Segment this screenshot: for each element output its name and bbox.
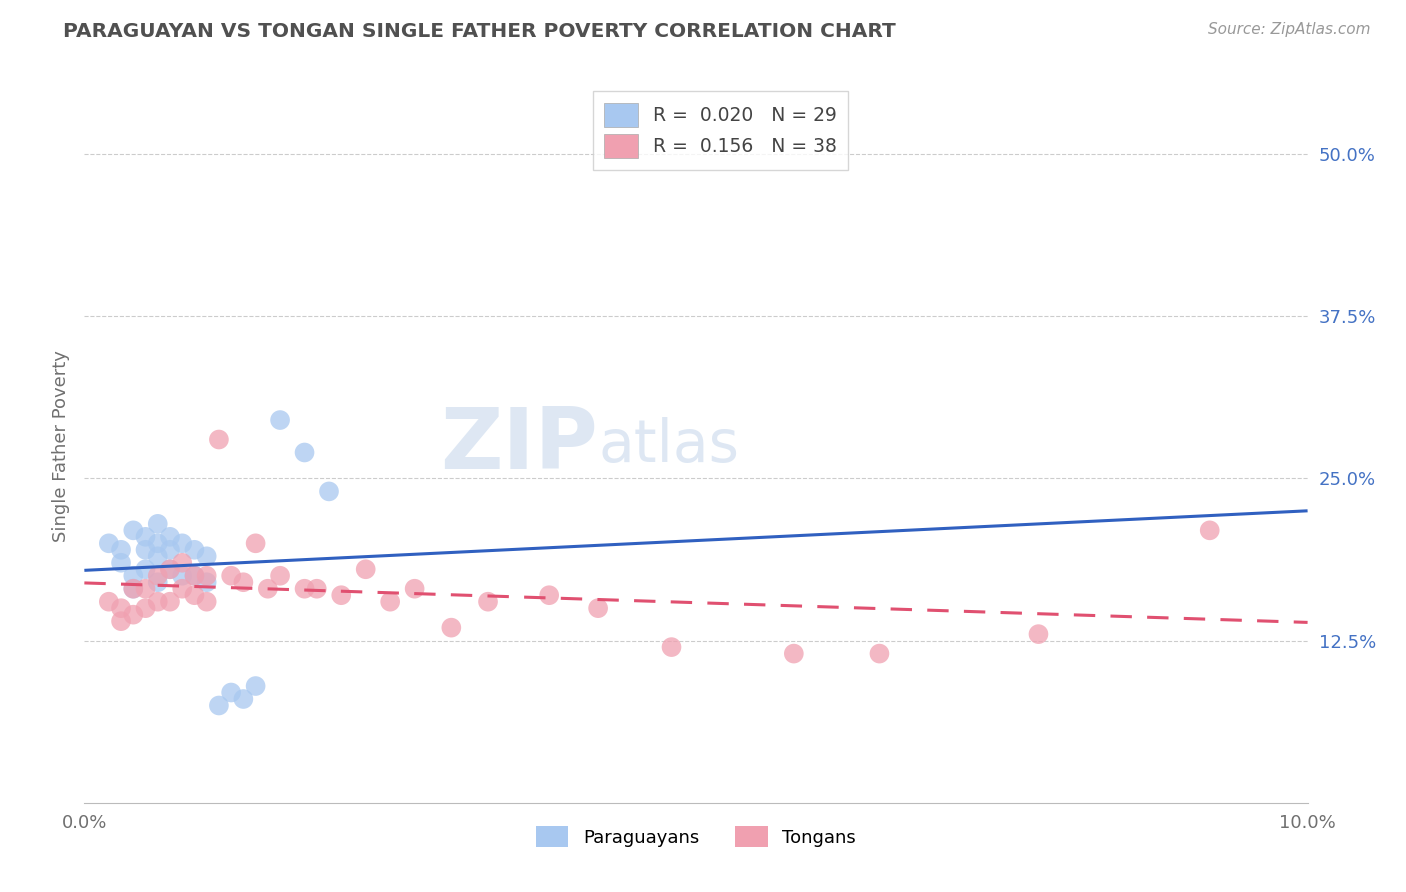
Point: [146, 595, 169, 609]
Text: atlas: atlas: [598, 417, 740, 475]
Point: [245, 679, 267, 693]
Point: [661, 640, 683, 654]
Point: [159, 542, 181, 557]
Point: [195, 575, 218, 590]
Point: [183, 568, 205, 582]
Point: [146, 536, 169, 550]
Point: [586, 601, 609, 615]
Point: [159, 562, 181, 576]
Point: [172, 568, 194, 582]
Point: [869, 647, 891, 661]
Point: [305, 582, 328, 596]
Point: [538, 588, 561, 602]
Point: [110, 601, 132, 615]
Point: [122, 582, 145, 596]
Point: [783, 647, 806, 661]
Point: [97, 595, 120, 609]
Point: [146, 516, 169, 531]
Point: [208, 698, 231, 713]
Point: [354, 562, 377, 576]
Point: [380, 595, 402, 609]
Text: Source: ZipAtlas.com: Source: ZipAtlas.com: [1208, 22, 1371, 37]
Point: [135, 582, 157, 596]
Point: [183, 542, 205, 557]
Point: [159, 562, 181, 576]
Point: [110, 614, 132, 628]
Point: [269, 413, 291, 427]
Point: [219, 568, 242, 582]
Point: [122, 524, 145, 538]
Point: [1028, 627, 1050, 641]
Point: [208, 433, 231, 447]
Point: [440, 621, 463, 635]
Point: [318, 484, 340, 499]
Point: [122, 582, 145, 596]
Text: ZIP: ZIP: [440, 404, 598, 488]
Point: [146, 549, 169, 564]
Point: [146, 568, 169, 582]
Point: [269, 568, 291, 582]
Point: [195, 595, 218, 609]
Point: [135, 542, 157, 557]
Point: [294, 582, 316, 596]
Point: [159, 595, 181, 609]
Point: [195, 549, 218, 564]
Point: [146, 575, 169, 590]
Point: [110, 542, 132, 557]
Point: [330, 588, 353, 602]
Point: [97, 536, 120, 550]
Text: PARAGUAYAN VS TONGAN SINGLE FATHER POVERTY CORRELATION CHART: PARAGUAYAN VS TONGAN SINGLE FATHER POVER…: [63, 22, 896, 41]
Point: [135, 601, 157, 615]
Point: [159, 530, 181, 544]
Point: [477, 595, 499, 609]
Point: [135, 530, 157, 544]
Point: [122, 607, 145, 622]
Point: [172, 556, 194, 570]
Point: [122, 568, 145, 582]
Legend: Paraguayans, Tongans: Paraguayans, Tongans: [529, 819, 863, 855]
Point: [135, 562, 157, 576]
Point: [183, 568, 205, 582]
Point: [195, 568, 218, 582]
Point: [110, 556, 132, 570]
Point: [232, 575, 254, 590]
Point: [404, 582, 426, 596]
Point: [245, 536, 267, 550]
Point: [232, 692, 254, 706]
Point: [172, 536, 194, 550]
Point: [183, 588, 205, 602]
Point: [172, 582, 194, 596]
Point: [257, 582, 280, 596]
Point: [294, 445, 316, 459]
Y-axis label: Single Father Poverty: Single Father Poverty: [52, 350, 70, 542]
Point: [219, 685, 242, 699]
Point: [1198, 524, 1220, 538]
